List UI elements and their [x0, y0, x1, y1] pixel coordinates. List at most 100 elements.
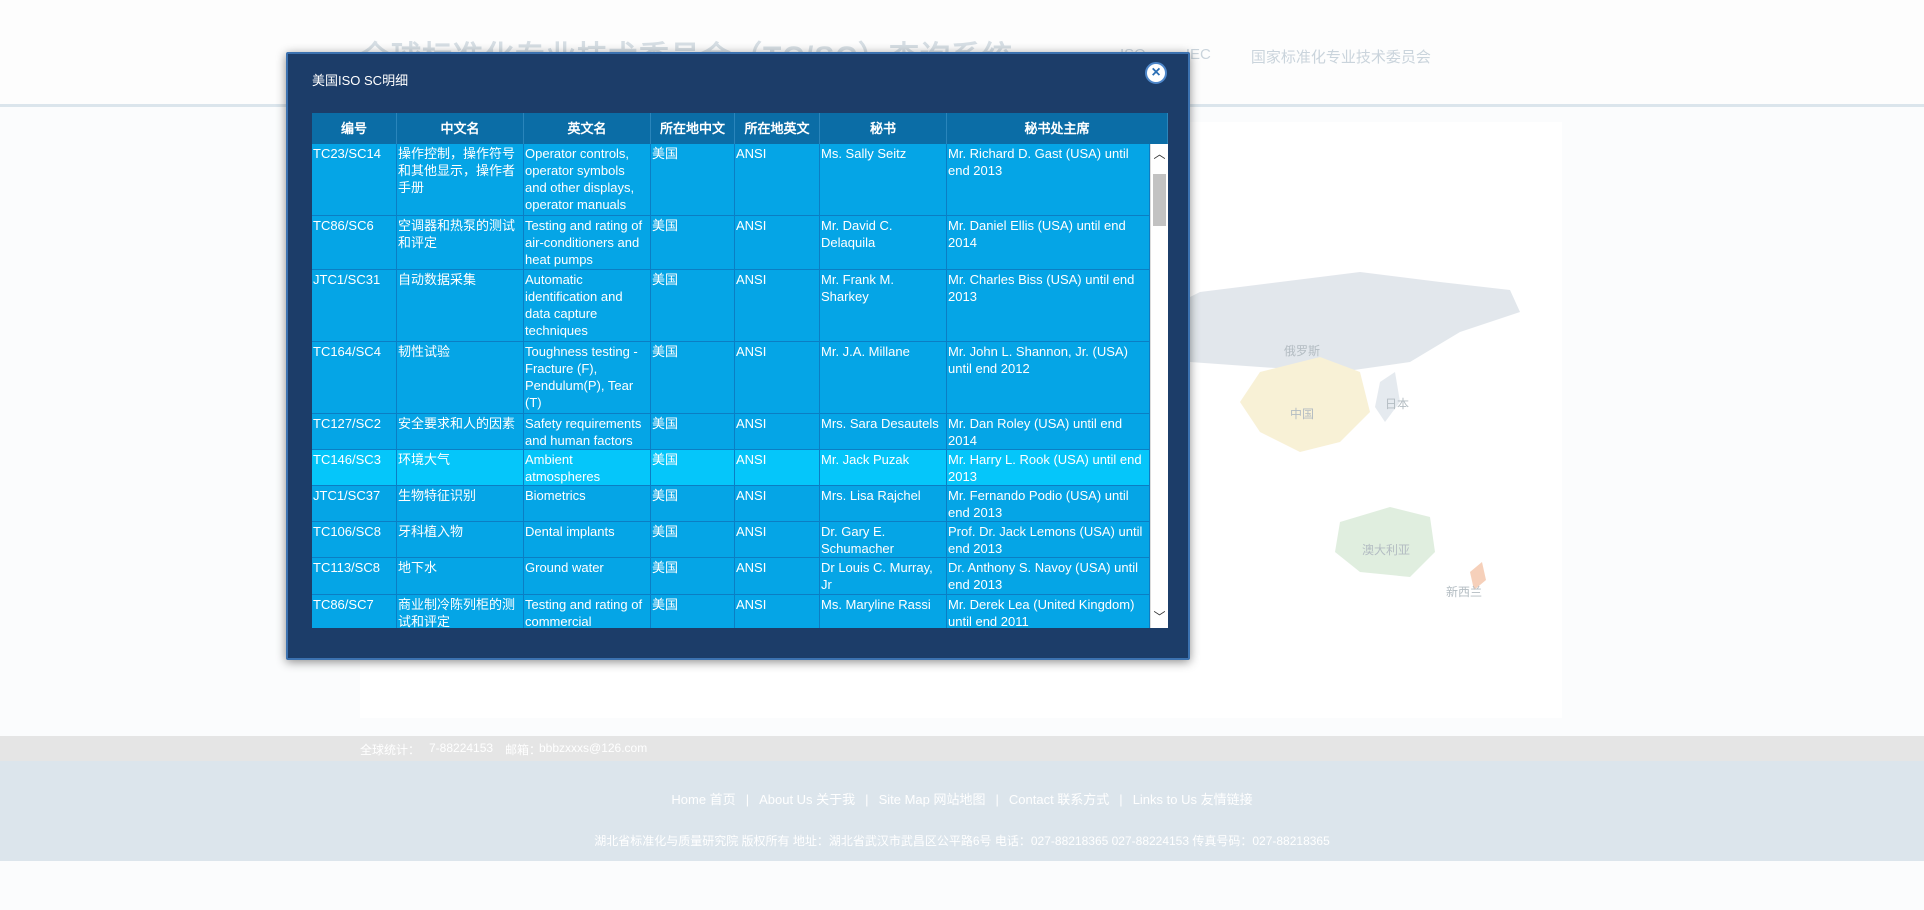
scrollbar-thumb[interactable] [1153, 174, 1166, 226]
cell-english-name: Ambient atmospheres [524, 450, 651, 485]
cell-secretary: Ms. Sally Seitz [820, 144, 947, 215]
cell-english-name: Biometrics [524, 486, 651, 521]
footer-separator: | [865, 792, 869, 807]
table-row[interactable]: TC23/SC14 操作控制，操作符号和其他显示，操作者手册 Operator co… [312, 144, 1150, 216]
footer-link-links[interactable]: Links to Us 友情链接 [1132, 792, 1253, 807]
footer-link-about[interactable]: About Us 关于我 [759, 792, 856, 807]
cell-english-name: Operator controls, operator symbols and … [524, 144, 651, 215]
cell-location-en: ANSI [735, 486, 820, 521]
cell-location-en: ANSI [735, 342, 820, 413]
table-row[interactable]: JTC1/SC37 生物特征识别 Biometrics 美国 ANSI Mrs. Lisa… [312, 486, 1150, 522]
cell-english-name: Safety requirements and human factors [524, 414, 651, 449]
table-row[interactable]: TC146/SC3 环境大气 Ambient atmospheres 美国 ANSI Mr… [312, 450, 1150, 486]
stats-email: bbbzxxxs@126.com [539, 741, 648, 755]
cell-location-en: ANSI [735, 144, 820, 215]
cell-chairperson: Mr. Fernando Podio (USA) until end 2013 [947, 486, 1150, 521]
cell-chairperson: Mr. Derek Lea (United Kingdom) until end… [947, 595, 1150, 628]
table-row[interactable]: TC106/SC8 牙科植入物 Dental implants 美国 ANSI Dr. G… [312, 522, 1150, 558]
nav-item-national-tc[interactable]: 国家标准化专业技术委员会 [1250, 49, 1431, 66]
table-footer [312, 628, 1168, 642]
cell-location-en: ANSI [735, 522, 820, 557]
cell-secretary: Ms. Maryline Rassi [820, 595, 947, 628]
cell-location-en: ANSI [735, 414, 820, 449]
cell-chinese-name: 操作控制，操作符号和其他显示，操作者手册 [397, 144, 524, 215]
stats-label: 全球统计： [360, 743, 421, 757]
sc-detail-dialog: 美国ISO SC明细 × 编号 中文名 英文名 所在地中文 所在地英文 秘书 秘… [286, 52, 1190, 660]
stats-phone: 7-88224153 [429, 741, 494, 755]
scroll-down-icon[interactable]: ﹀ [1153, 610, 1166, 624]
cell-code: TC146/SC3 [312, 450, 397, 485]
table-row[interactable]: TC164/SC4 韧性试验 Toughness testing - Fractur… [312, 342, 1150, 414]
map-label-china: 中国 [1290, 407, 1315, 421]
footer-link-sitemap[interactable]: Site Map 网站地图 [878, 792, 986, 807]
table-row[interactable]: JTC1/SC31 自动数据采集 Automatic identification … [312, 270, 1150, 342]
cell-code: TC86/SC6 [312, 216, 397, 269]
russia-shape [1140, 272, 1520, 372]
cell-chairperson: Mr. John L. Shannon, Jr. (USA) until end… [947, 342, 1150, 413]
column-header-chinese-name: 中文名 [397, 113, 524, 144]
nav-item-iec[interactable]: IEC [1185, 46, 1211, 63]
cell-english-name: Ground water [524, 558, 651, 594]
footer-separator: | [995, 792, 999, 807]
cell-location-cn: 美国 [651, 270, 735, 341]
cell-chinese-name: 牙科植入物 [397, 522, 524, 557]
cell-chinese-name: 环境大气 [397, 450, 524, 485]
footer: Home 首页 | About Us 关于我 | Site Map 网站地图 | Conta… [0, 761, 1924, 861]
cell-english-name: Testing and rating of air-conditioners a… [524, 216, 651, 269]
footer-separator: | [1119, 792, 1123, 807]
cell-chinese-name: 空调器和热泵的测试和评定 [397, 216, 524, 269]
cell-chairperson: Mr. Dan Roley (USA) until end 2014 [947, 414, 1150, 449]
cell-chairperson: Dr. Anthony S. Navoy (USA) until end 201… [947, 558, 1150, 594]
table-row[interactable]: TC127/SC2 安全要求和人的因素 Safety requirements an… [312, 414, 1150, 450]
japan-shape [1375, 372, 1400, 422]
column-header-location-en: 所在地英文 [735, 113, 820, 144]
table-row[interactable]: TC113/SC8 地下水 Ground water 美国 ANSI Dr Louis C… [312, 558, 1150, 595]
table-body[interactable]: TC23/SC14 操作控制，操作符号和其他显示，操作者手册 Operator co… [312, 144, 1150, 628]
map-label-new-zealand: 新西兰 [1446, 585, 1483, 599]
cell-secretary: Dr Louis C. Murray, Jr [820, 558, 947, 594]
stats-email-label: 邮箱： [505, 743, 542, 757]
cell-secretary: Mr. Jack Puzak [820, 450, 947, 485]
column-header-location-cn: 所在地中文 [651, 113, 735, 144]
footer-link-home[interactable]: Home 首页 [671, 792, 736, 807]
footer-link-contact[interactable]: Contact 联系方式 [1008, 792, 1110, 807]
cell-location-cn: 美国 [651, 486, 735, 521]
cell-code: TC113/SC8 [312, 558, 397, 594]
cell-location-en: ANSI [735, 595, 820, 628]
map-label-australia: 澳大利亚 [1362, 543, 1411, 557]
cell-location-cn: 美国 [651, 342, 735, 413]
cell-code: TC106/SC8 [312, 522, 397, 557]
scroll-up-icon[interactable]: ︿ [1153, 147, 1166, 161]
cell-location-cn: 美国 [651, 450, 735, 485]
cell-code: JTC1/SC31 [312, 270, 397, 341]
close-button[interactable]: × [1145, 62, 1167, 84]
cell-code: TC127/SC2 [312, 414, 397, 449]
cell-chinese-name: 商业制冷陈列柜的测试和评定 [397, 595, 524, 628]
table-header: 编号 中文名 英文名 所在地中文 所在地英文 秘书 秘书处主席 [312, 113, 1168, 144]
close-icon: × [1151, 64, 1161, 81]
cell-secretary: Mr. David C. Delaquila [820, 216, 947, 269]
cell-chairperson: Mr. Daniel Ellis (USA) until end 2014 [947, 216, 1150, 269]
cell-location-cn: 美国 [651, 414, 735, 449]
cell-code: TC86/SC7 [312, 595, 397, 628]
cell-chinese-name: 地下水 [397, 558, 524, 594]
cell-chinese-name: 生物特征识别 [397, 486, 524, 521]
cell-location-cn: 美国 [651, 595, 735, 628]
cell-chairperson: Mr. Charles Biss (USA) until end 2013 [947, 270, 1150, 341]
china-shape [1240, 357, 1370, 452]
table-row[interactable]: TC86/SC6 空调器和热泵的测试和评定 Testing and rating o… [312, 216, 1150, 270]
cell-location-en: ANSI [735, 270, 820, 341]
cell-secretary: Mrs. Sara Desautels [820, 414, 947, 449]
column-header-code: 编号 [312, 113, 397, 144]
cell-code: TC23/SC14 [312, 144, 397, 215]
cell-english-name: Dental implants [524, 522, 651, 557]
new-zealand-shape [1470, 562, 1486, 590]
cell-location-cn: 美国 [651, 558, 735, 594]
column-header-chairperson: 秘书处主席 [947, 113, 1168, 144]
cell-secretary: Dr. Gary E. Schumacher [820, 522, 947, 557]
map-label-japan: 日本 [1385, 397, 1410, 411]
table-row[interactable]: TC86/SC7 商业制冷陈列柜的测试和评定 Testing and rating … [312, 595, 1150, 628]
stats-bar: 全球统计： 7-88224153 邮箱： bbbzxxxs@126.com [0, 736, 1924, 761]
cell-chairperson: Prof. Dr. Jack Lemons (USA) until end 20… [947, 522, 1150, 557]
table-scrollbar[interactable]: ︿ ﹀ [1150, 144, 1168, 628]
